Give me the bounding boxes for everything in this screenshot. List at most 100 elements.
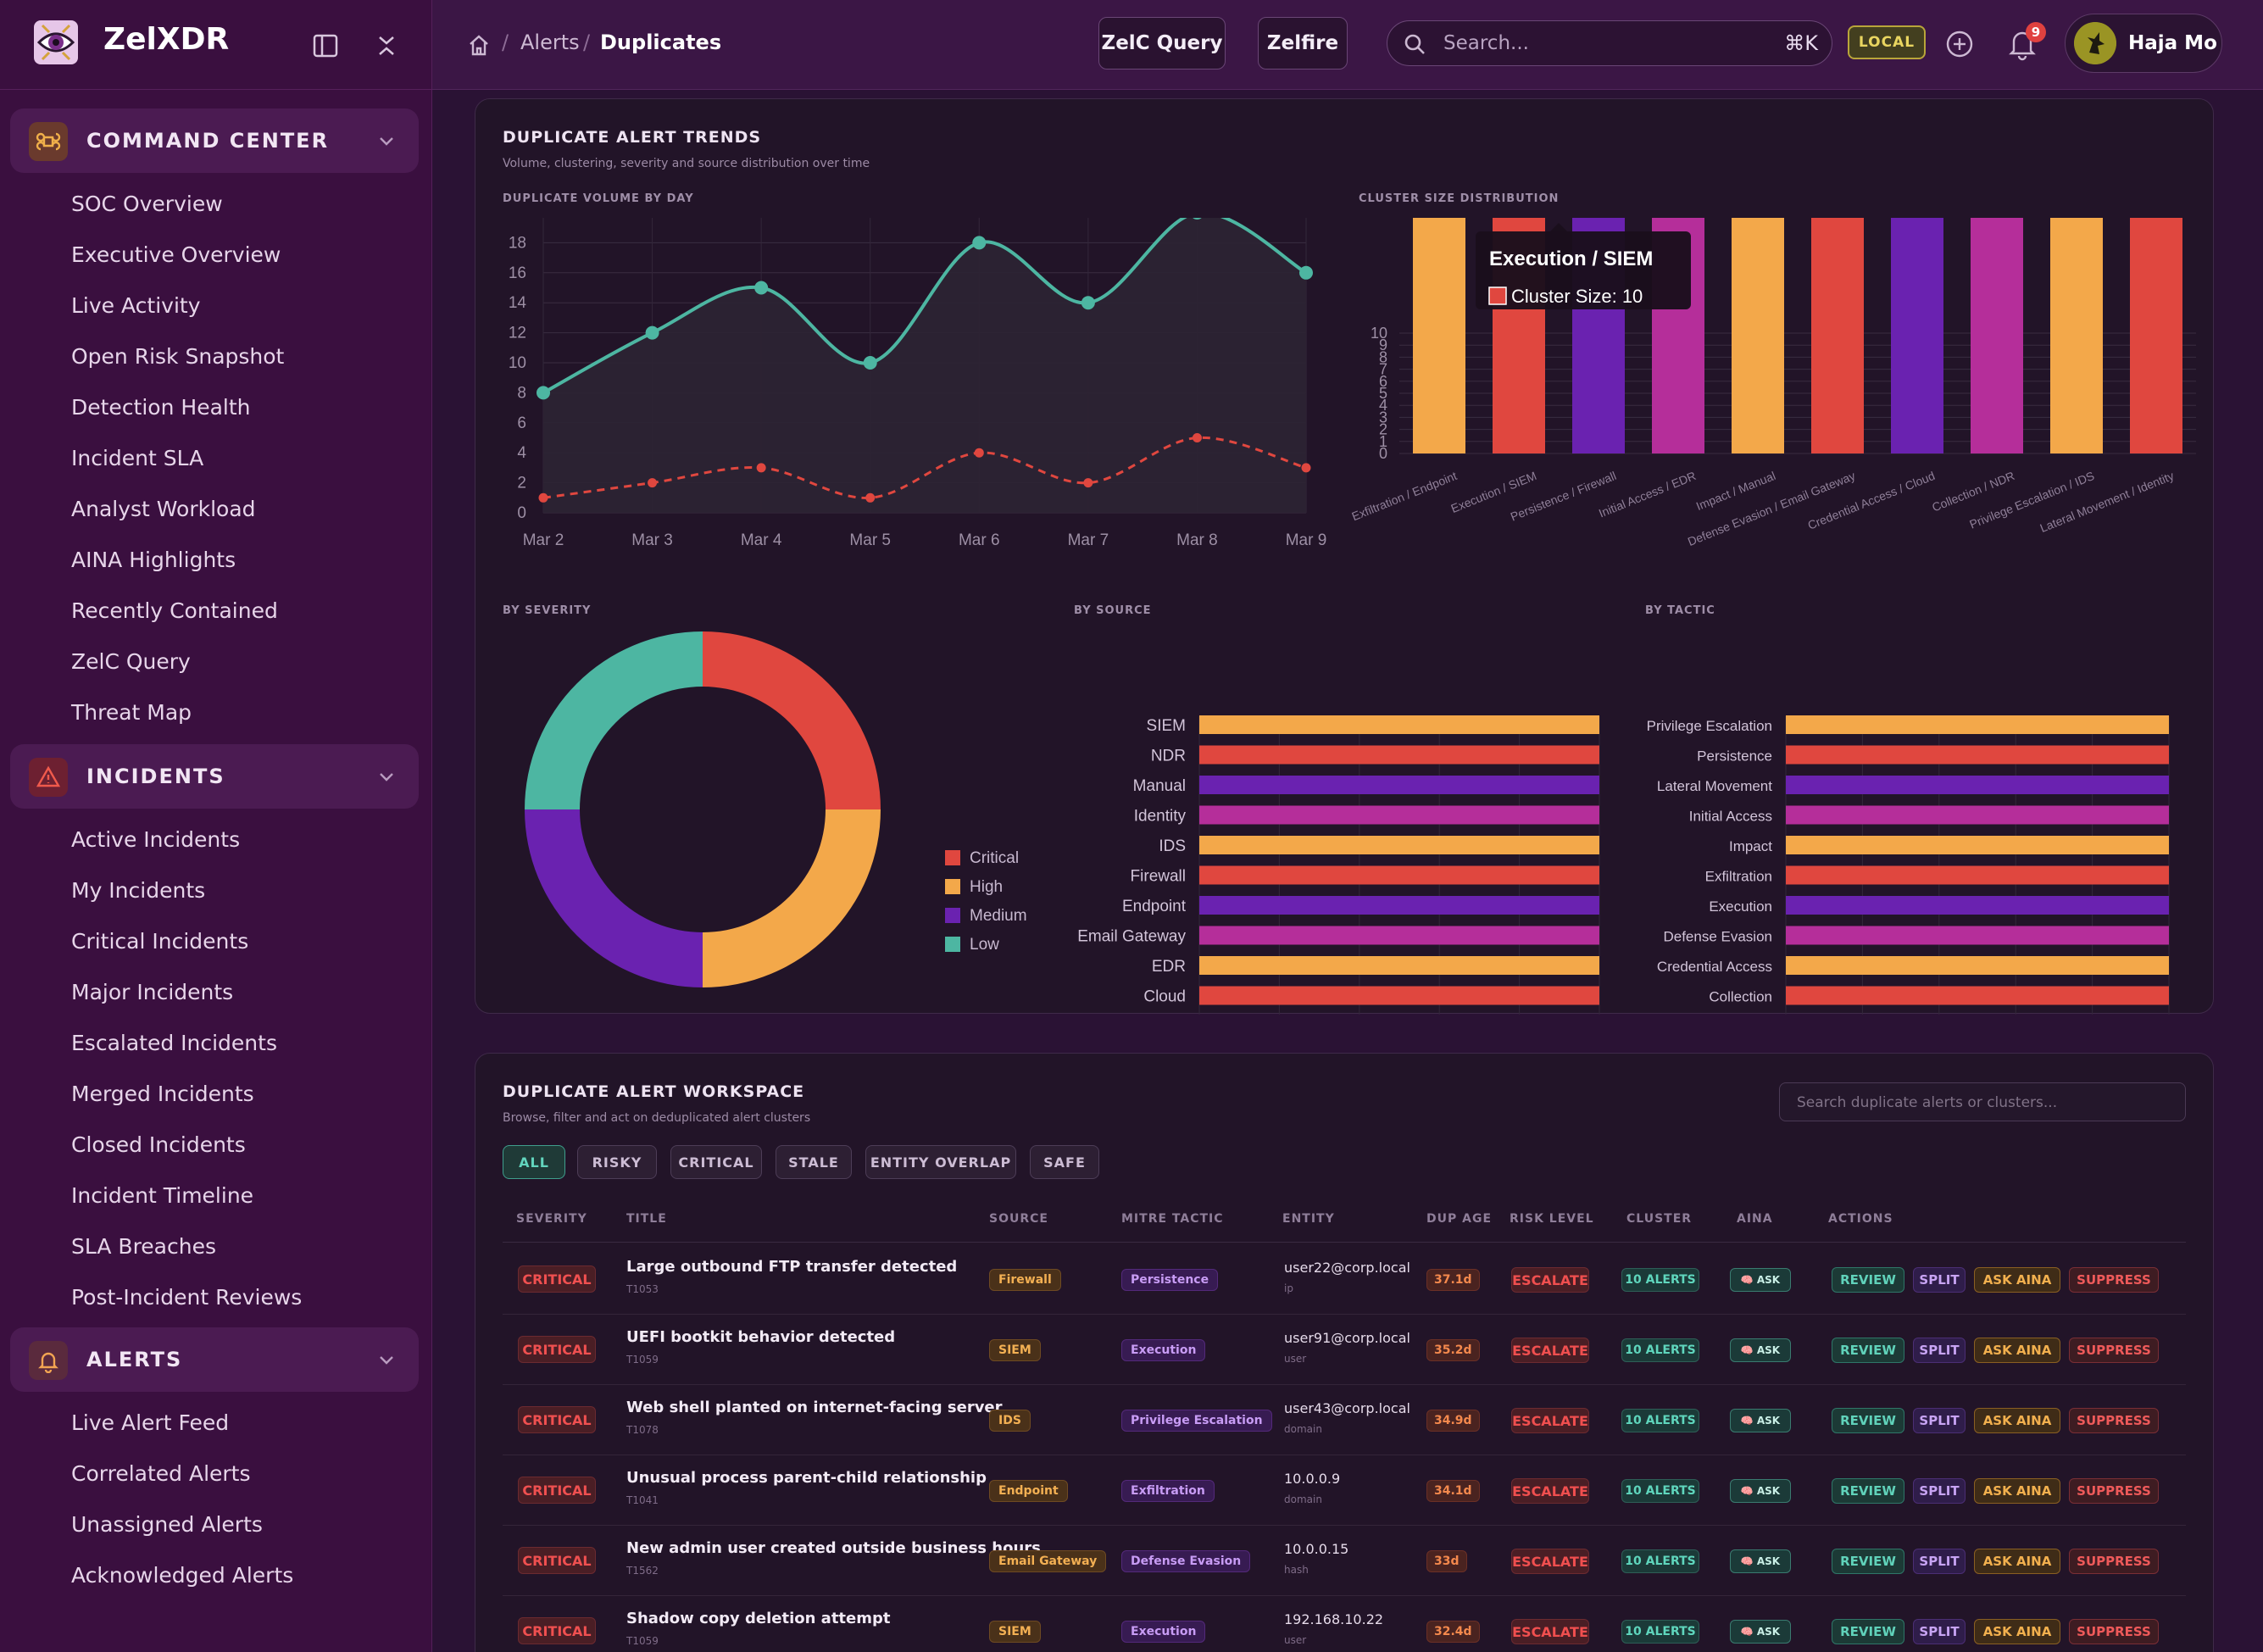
data-point[interactable]: [1299, 265, 1313, 280]
pie-slice[interactable]: [525, 809, 703, 987]
bar[interactable]: [1199, 776, 1599, 794]
sidebar-item-live-alert-feed[interactable]: Live Alert Feed: [71, 1410, 230, 1435]
workspace-search-input[interactable]: Search duplicate alerts or clusters...: [1779, 1082, 2186, 1121]
table-row[interactable]: CRITICAL Large outbound FTP transfer dete…: [503, 1244, 2186, 1315]
split-button[interactable]: SPLIT: [1913, 1267, 1966, 1293]
data-point[interactable]: [648, 478, 658, 488]
filter-chip-all[interactable]: ALL: [503, 1145, 565, 1179]
alert-title[interactable]: Shadow copy deletion attempt: [626, 1610, 891, 1627]
bar[interactable]: [1732, 218, 1784, 453]
bar[interactable]: [1786, 986, 2169, 1005]
zelc-query-button[interactable]: ZelC Query: [1098, 17, 1226, 70]
data-point[interactable]: [537, 386, 550, 400]
sidebar-item-sla-breaches[interactable]: SLA Breaches: [71, 1234, 216, 1259]
sidebar-item-executive-overview[interactable]: Executive Overview: [71, 242, 281, 267]
suppress-button[interactable]: SUPPRESS: [2069, 1619, 2159, 1644]
split-button[interactable]: SPLIT: [1913, 1408, 1966, 1433]
chevron-down-icon[interactable]: [375, 129, 398, 153]
data-point[interactable]: [1192, 433, 1202, 442]
sidebar-item-merged-incidents[interactable]: Merged Incidents: [71, 1082, 254, 1106]
bar[interactable]: [1199, 865, 1599, 885]
sidebar-item-recently-contained[interactable]: Recently Contained: [71, 598, 278, 623]
review-button[interactable]: REVIEW: [1832, 1478, 1904, 1504]
sidebar-item-zelc-query[interactable]: ZelC Query: [71, 649, 191, 674]
cluster-badge[interactable]: 10 ALERTS: [1621, 1409, 1699, 1432]
alert-title[interactable]: Web shell planted on internet-facing ser…: [626, 1399, 1003, 1416]
table-row[interactable]: CRITICAL Unusual process parent-child rel…: [503, 1455, 2186, 1526]
ask-aina-button[interactable]: ASK AINA: [1974, 1478, 2060, 1504]
split-button[interactable]: SPLIT: [1913, 1478, 1966, 1504]
entity-value[interactable]: user22@corp.local: [1284, 1260, 1410, 1276]
review-button[interactable]: REVIEW: [1832, 1549, 1904, 1574]
column-header-severity[interactable]: SEVERITY: [516, 1212, 587, 1226]
column-header-aina[interactable]: AINA: [1737, 1212, 1773, 1226]
user-menu[interactable]: Haja Mo: [2065, 14, 2222, 73]
bar[interactable]: [1199, 805, 1599, 825]
entity-value[interactable]: 10.0.0.15: [1284, 1541, 1349, 1557]
bar[interactable]: [1891, 218, 1943, 453]
zelfire-button[interactable]: Zelfire: [1258, 17, 1348, 70]
cluster-badge[interactable]: 10 ALERTS: [1621, 1268, 1699, 1292]
bar[interactable]: [1786, 926, 2169, 945]
column-header-entity[interactable]: ENTITY: [1282, 1212, 1335, 1226]
entity-value[interactable]: user43@corp.local: [1284, 1400, 1410, 1416]
bar[interactable]: [1786, 715, 2169, 734]
suppress-button[interactable]: SUPPRESS: [2069, 1549, 2159, 1574]
data-point[interactable]: [1081, 296, 1095, 310]
sidebar-item-correlated-alerts[interactable]: Correlated Alerts: [71, 1461, 251, 1486]
suppress-button[interactable]: SUPPRESS: [2069, 1338, 2159, 1363]
review-button[interactable]: REVIEW: [1832, 1619, 1904, 1644]
chevron-down-icon[interactable]: [375, 765, 398, 788]
data-point[interactable]: [865, 492, 876, 503]
entity-value[interactable]: 192.168.10.22: [1284, 1611, 1384, 1627]
column-header-actions[interactable]: ACTIONS: [1828, 1212, 1893, 1226]
bar[interactable]: [1786, 836, 2169, 854]
chevron-down-icon[interactable]: [375, 1348, 398, 1371]
sidebar-item-active-incidents[interactable]: Active Incidents: [71, 827, 241, 852]
bar[interactable]: [1413, 218, 1465, 453]
bar[interactable]: [1786, 896, 2169, 915]
nav-section-alerts[interactable]: ALERTS: [10, 1327, 419, 1392]
sidebar-item-threat-map[interactable]: Threat Map: [71, 700, 192, 725]
notifications-bell-icon[interactable]: [2007, 27, 2038, 61]
column-header-source[interactable]: SOURCE: [989, 1212, 1048, 1226]
suppress-button[interactable]: SUPPRESS: [2069, 1478, 2159, 1504]
ask-aina-button[interactable]: ASK AINA: [1974, 1549, 2060, 1574]
home-icon[interactable]: [466, 32, 492, 58]
breadcrumb-alerts[interactable]: Alerts: [520, 31, 580, 54]
column-header-title[interactable]: TITLE: [626, 1212, 667, 1226]
bar[interactable]: [2050, 218, 2103, 453]
sidebar-item-incident-timeline[interactable]: Incident Timeline: [71, 1183, 254, 1208]
column-header-cluster[interactable]: CLUSTER: [1626, 1212, 1693, 1226]
table-row[interactable]: CRITICAL Web shell planted on internet-fa…: [503, 1385, 2186, 1455]
ask-aina-quick-button[interactable]: 🧠 ASK: [1730, 1268, 1791, 1292]
sidebar-item-escalated-incidents[interactable]: Escalated Incidents: [71, 1031, 277, 1055]
bar[interactable]: [1786, 865, 2169, 885]
sidebar-item-aina-highlights[interactable]: AINA Highlights: [71, 548, 236, 572]
sidebar-item-live-activity[interactable]: Live Activity: [71, 293, 201, 318]
bar[interactable]: [1971, 218, 2023, 453]
table-row[interactable]: CRITICAL Shadow copy deletion attempt T105…: [503, 1596, 2186, 1652]
filter-chip-safe[interactable]: SAFE: [1030, 1145, 1099, 1179]
data-point[interactable]: [863, 356, 877, 370]
sidebar-item-detection-health[interactable]: Detection Health: [71, 395, 251, 420]
pie-slice[interactable]: [525, 631, 703, 809]
column-header-dup-age[interactable]: DUP AGE: [1426, 1212, 1493, 1226]
split-button[interactable]: SPLIT: [1913, 1338, 1966, 1363]
sidebar-item-incident-sla[interactable]: Incident SLA: [71, 446, 204, 470]
data-point[interactable]: [754, 281, 769, 295]
alert-title[interactable]: New admin user created outside business …: [626, 1539, 1041, 1557]
column-header-risk-level[interactable]: RISK LEVEL: [1510, 1212, 1594, 1226]
ask-aina-quick-button[interactable]: 🧠 ASK: [1730, 1479, 1791, 1503]
cluster-badge[interactable]: 10 ALERTS: [1621, 1549, 1699, 1573]
ask-aina-quick-button[interactable]: 🧠 ASK: [1730, 1620, 1791, 1644]
filter-chip-risky[interactable]: RISKY: [577, 1145, 657, 1179]
cluster-badge[interactable]: 10 ALERTS: [1621, 1338, 1699, 1362]
add-icon[interactable]: [1944, 29, 1975, 59]
collapse-icon[interactable]: [370, 29, 403, 63]
sidebar-item-major-incidents[interactable]: Major Incidents: [71, 980, 234, 1004]
entity-value[interactable]: user91@corp.local: [1284, 1330, 1410, 1346]
bar[interactable]: [1786, 745, 2169, 765]
alert-title[interactable]: Large outbound FTP transfer detected: [626, 1258, 958, 1276]
pie-slice[interactable]: [703, 809, 881, 987]
